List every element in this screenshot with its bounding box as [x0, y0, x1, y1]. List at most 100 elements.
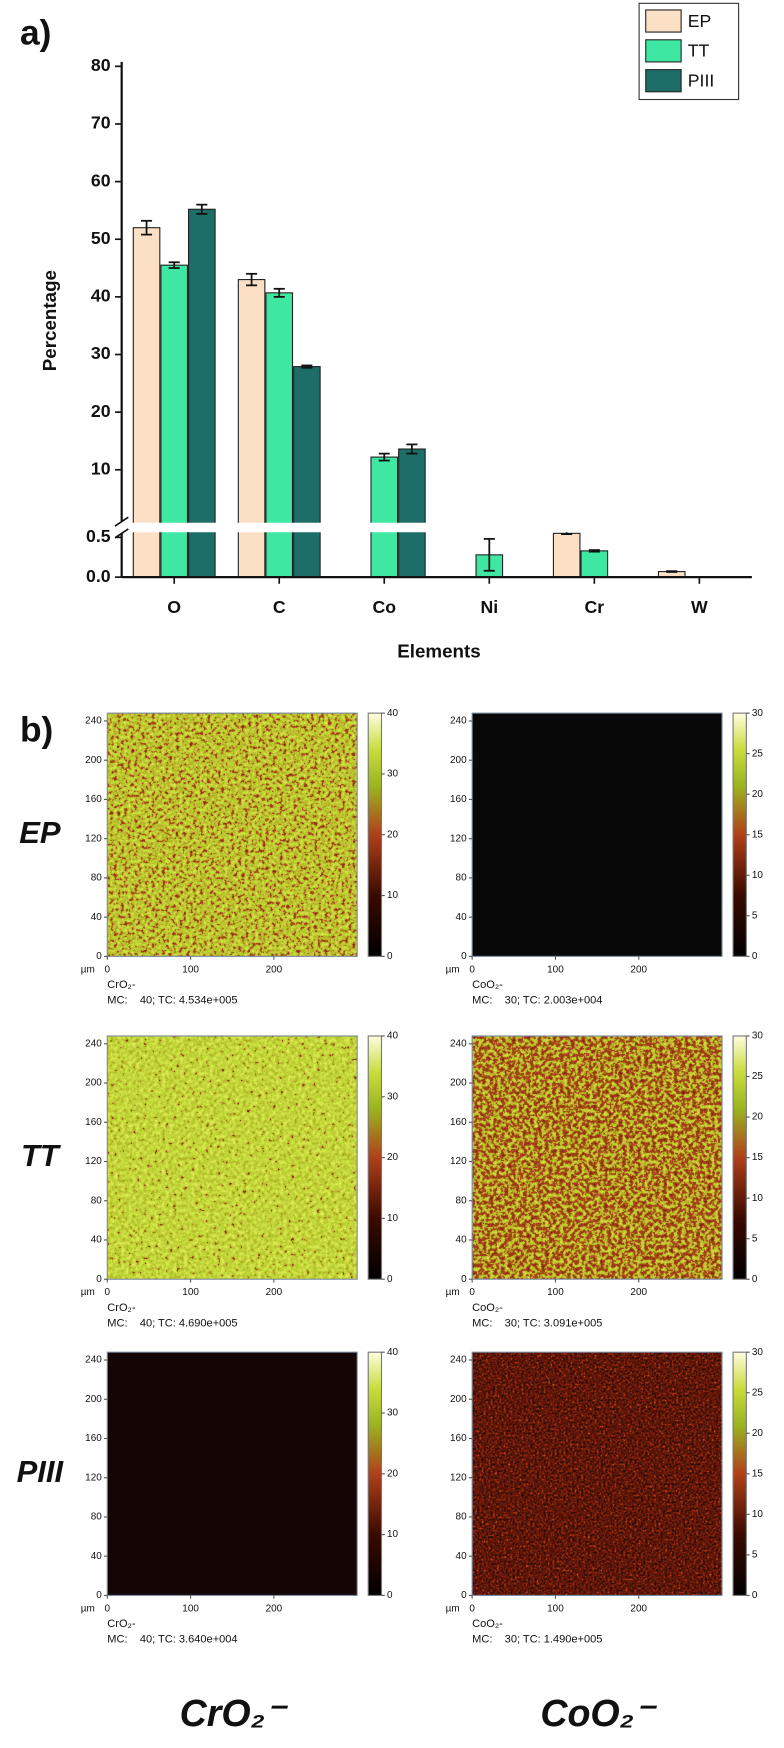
y-tick-label: 240 [85, 1355, 102, 1366]
colorbar-tick-label: 10 [387, 1213, 399, 1224]
map-frame [471, 1351, 723, 1596]
x-tick-label: 100 [547, 1287, 564, 1298]
y-tick-label: 0 [96, 951, 102, 962]
y-tick-label: 40 [91, 286, 111, 306]
colorbar-tick-label: 25 [752, 748, 764, 759]
y-tick-label: 0 [96, 1274, 102, 1285]
colorbar-tick-label: 10 [752, 870, 764, 881]
colorbar-tick-label: 10 [752, 1509, 764, 1520]
y-tick-label: 0 [96, 1590, 102, 1601]
y-tick-label: 40 [456, 1235, 468, 1246]
colorbar-tick-label: 30 [752, 1031, 764, 1042]
colorbar-tick-label: 20 [387, 1152, 399, 1163]
species-label: CoO₂- [472, 1302, 503, 1314]
legend-swatch [645, 9, 682, 33]
x-tick-label: 0 [105, 1287, 111, 1298]
column-label: CrO₂⁻ [180, 1692, 289, 1734]
y-tick-label: 40 [456, 1551, 468, 1562]
colorbar-tick-label: 20 [387, 829, 399, 840]
colorbar-tick-label: 15 [752, 1152, 764, 1163]
unit-label: µm [446, 964, 460, 975]
ion-map [472, 1352, 723, 1596]
x-tick-label: O [167, 597, 181, 617]
ion-map [107, 713, 358, 957]
legend-label: PIII [688, 70, 715, 90]
x-tick-label: 0 [469, 1287, 475, 1298]
map-frame [471, 1035, 723, 1280]
colorbar-tick-label: 30 [387, 769, 399, 780]
colorbar [732, 712, 747, 957]
y-tick-label: 240 [450, 1355, 467, 1366]
y-tick-label: 120 [450, 1156, 467, 1167]
colorbar-tick-label: 40 [387, 708, 399, 719]
legend-swatch [645, 69, 682, 93]
x-tick-label: C [273, 597, 286, 617]
colorbar-tick-label: 20 [752, 1112, 764, 1123]
y-tick-label: 0 [461, 951, 467, 962]
legend-swatch [645, 39, 682, 63]
map-frame [106, 1351, 358, 1596]
y-tick-label: 30 [91, 343, 111, 363]
bar [265, 292, 294, 578]
y-tick-label: 60 [91, 170, 111, 190]
y-tick-label: 160 [450, 794, 467, 805]
ion-map [472, 1035, 723, 1280]
y-tick-label: 120 [85, 1472, 102, 1483]
x-tick-label: 200 [630, 1287, 647, 1298]
x-axis-label: Elements [397, 640, 481, 661]
panel-label: a) [20, 14, 51, 53]
bar [237, 279, 266, 578]
colorbar-tick-label: 10 [387, 1529, 399, 1540]
x-tick-label: 0 [469, 1603, 475, 1614]
y-tick-label: 160 [85, 1433, 102, 1444]
colorbar-tick-label: 5 [752, 1550, 758, 1561]
bar [398, 448, 426, 578]
colorbar-tick-label: 15 [752, 1468, 764, 1479]
colorbar-tick-label: 25 [752, 1071, 764, 1082]
x-tick-label: 200 [630, 1603, 647, 1614]
colorbar-tick-label: 5 [752, 1233, 758, 1244]
y-tick-label: 80 [91, 873, 103, 884]
y-tick-label: 80 [456, 1195, 468, 1206]
ion-map [107, 1352, 358, 1596]
map-info: MC: 30; TC: 1.490e+005 [472, 1634, 602, 1646]
y-tick-label: 80 [456, 873, 468, 884]
y-tick-label: 160 [85, 1117, 102, 1128]
y-tick-label: 80 [91, 1512, 103, 1523]
break-mark [114, 516, 129, 527]
map-info: MC: 40; TC: 4.534e+005 [107, 995, 237, 1007]
colorbar [367, 712, 383, 957]
x-tick-label: 200 [266, 964, 283, 975]
column-label: CoO₂⁻ [540, 1692, 658, 1734]
colorbar [732, 1035, 747, 1280]
bar [188, 208, 216, 578]
y-tick-label: 120 [450, 833, 467, 844]
row-label: PIII [17, 1454, 65, 1489]
species-label: CoO₂- [472, 1618, 503, 1630]
x-tick-label: 0 [469, 964, 475, 975]
x-tick-label: 100 [182, 1287, 199, 1298]
unit-label: µm [446, 1603, 460, 1614]
map-info: MC: 40; TC: 3.640e+004 [107, 1634, 237, 1646]
x-tick-label: 200 [266, 1603, 283, 1614]
colorbar-tick-label: 0 [752, 1590, 758, 1601]
colorbar-tick-label: 10 [387, 890, 399, 901]
ion-map [107, 1035, 358, 1280]
y-tick-label: 0 [461, 1274, 467, 1285]
colorbar [367, 1035, 383, 1280]
y-tick-label: 160 [450, 1433, 467, 1444]
y-tick-label: 200 [85, 755, 102, 766]
colorbar-tick-label: 0 [387, 1274, 393, 1285]
y-tick-label: 40 [91, 912, 103, 923]
row-label: TT [21, 1138, 62, 1173]
unit-label: µm [81, 964, 95, 975]
bar [580, 550, 609, 578]
unit-label: µm [446, 1287, 460, 1298]
map-info: MC: 30; TC: 3.091e+005 [472, 1317, 602, 1329]
colorbar [367, 1351, 383, 1596]
y-tick-label: 0.0 [86, 566, 111, 586]
map-info: MC: 30; TC: 2.003e+004 [472, 995, 602, 1007]
colorbar-tick-label: 40 [387, 1347, 399, 1358]
colorbar-tick-label: 0 [752, 1274, 758, 1285]
ion-map [472, 713, 723, 957]
